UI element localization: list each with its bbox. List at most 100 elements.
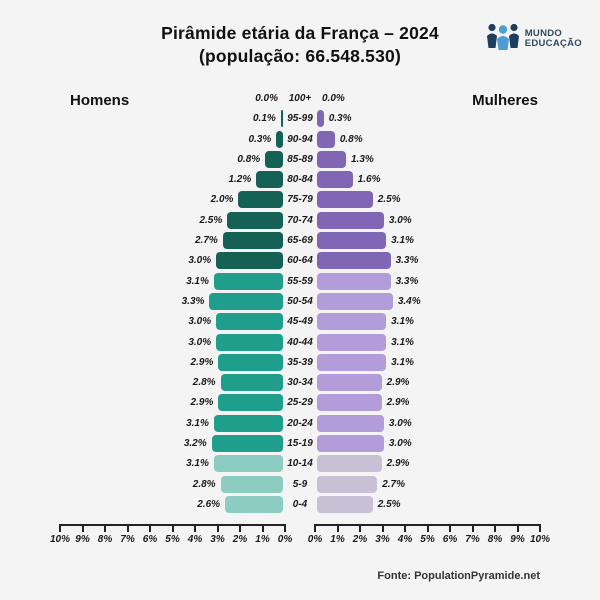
pyramid-row: 3.0% 60-64 3.3% — [0, 252, 600, 270]
pyramid-row: 2.7% 65-69 3.1% — [0, 232, 600, 250]
age-group-label: 35-39 — [287, 356, 313, 368]
male-bar-area: 3.0% — [60, 252, 283, 270]
female-bar — [317, 455, 382, 473]
female-bar-area: 3.0% — [317, 211, 540, 229]
female-value-label: 0.3% — [328, 113, 352, 125]
male-value-label: 3.3% — [181, 295, 205, 307]
axis-tick — [171, 524, 174, 532]
pyramid-row: 2.0% 75-79 2.5% — [0, 191, 600, 209]
male-bar-area: 0.8% — [60, 150, 283, 168]
axis-tick-label: 0% — [277, 534, 293, 545]
axis-tick-label: 4% — [187, 534, 203, 545]
male-bar — [280, 110, 283, 128]
male-bar — [220, 475, 283, 493]
female-bar-area: 1.3% — [317, 150, 540, 168]
x-axis-left: 10% 9% 8% 7% 6% 5% 4% 3% 2% 1% 0% — [50, 524, 292, 552]
brand-logo-text: MUNDO EDUCAÇÃO — [525, 29, 582, 48]
male-bar-area: 3.3% — [60, 292, 283, 310]
axis-tick-label: 6% — [142, 534, 158, 545]
female-bar — [317, 191, 373, 209]
female-bar — [317, 232, 387, 250]
male-value-label: 2.7% — [195, 235, 218, 247]
age-group-label: 0-4 — [292, 498, 308, 510]
male-bar-area: 2.9% — [60, 394, 283, 412]
axis-tick — [359, 524, 361, 532]
female-bar — [317, 110, 324, 128]
female-bar-area: 3.4% — [317, 292, 540, 310]
axis-tick-label: 9% — [75, 534, 90, 545]
age-group-label: 95-99 — [287, 113, 313, 125]
male-value-label: 2.9% — [190, 356, 214, 368]
age-group-label: 75-79 — [287, 194, 313, 206]
male-bar — [256, 171, 283, 189]
pyramid-row: 3.3% 50-54 3.4% — [0, 292, 600, 310]
pyramid-row: 0.8% 85-89 1.3% — [0, 150, 600, 168]
female-bar-area: 3.3% — [317, 252, 540, 270]
male-value-label: 2.5% — [199, 214, 223, 226]
female-value-label: 3.4% — [397, 295, 421, 307]
age-group-label: 5-9 — [292, 478, 308, 490]
title-line-1: Pirâmide etária da França – 2024 — [161, 23, 439, 43]
female-bar-area: 0.8% — [317, 130, 540, 148]
axis-tick — [126, 524, 129, 532]
pyramid-row: 0.0% 100+ 0.0% — [0, 90, 600, 107]
male-bar — [218, 394, 283, 412]
source-credit: Fonte: PopulationPyramide.net — [377, 570, 540, 582]
male-bar-area: 2.9% — [60, 353, 283, 371]
axis-tick-label: 5% — [420, 534, 435, 545]
pyramid-row: 3.1% 10-14 2.9% — [0, 455, 600, 473]
male-value-label: 0.8% — [237, 153, 261, 165]
axis-tick-label: 2% — [352, 534, 368, 545]
female-bar-area: 2.5% — [317, 191, 540, 209]
female-bar — [317, 130, 335, 148]
pyramid-row: 3.0% 40-44 3.1% — [0, 333, 600, 351]
female-value-label: 3.1% — [391, 316, 414, 328]
pyramid-row: 1.2% 80-84 1.6% — [0, 171, 600, 189]
age-group-label: 70-74 — [287, 214, 313, 226]
female-bar — [317, 333, 387, 351]
male-bar — [218, 353, 283, 371]
female-bar-area: 3.1% — [317, 333, 540, 351]
female-bar — [317, 150, 346, 168]
axis-tick-label: 3% — [375, 534, 390, 545]
male-bar — [227, 211, 283, 229]
x-axis-right: 0% 1% 2% 3% 4% 5% 6% 7% 8% 9% 10% — [308, 524, 550, 552]
male-bar — [213, 455, 283, 473]
female-value-label: 2.5% — [377, 498, 401, 510]
female-bar-area: 2.9% — [317, 455, 540, 473]
male-bar-area: 2.8% — [60, 374, 283, 392]
axis-tick — [539, 524, 541, 532]
axis-tick — [149, 524, 151, 532]
female-bar-area: 3.0% — [317, 414, 540, 432]
male-bar-area: 0.3% — [60, 130, 283, 148]
female-side-label: Mulheres — [472, 92, 538, 109]
male-bar — [216, 313, 283, 331]
female-bar-area: 0.0% — [317, 90, 540, 107]
male-value-label: 0.0% — [255, 93, 278, 104]
female-bar — [317, 252, 391, 270]
axis-tick-label: 2% — [232, 534, 248, 545]
brand-logo: MUNDO EDUCAÇÃO — [486, 22, 582, 55]
male-value-label: 0.3% — [248, 133, 272, 145]
age-group-label: 90-94 — [287, 133, 313, 145]
axis-tick-label: 7% — [120, 534, 135, 545]
pyramid-row: 2.8% 5-9 2.7% — [0, 475, 600, 493]
female-value-label: 0.0% — [322, 93, 345, 104]
pyramid-row: 3.0% 45-49 3.1% — [0, 313, 600, 331]
female-value-label: 3.1% — [391, 336, 414, 348]
axis-tick — [314, 524, 316, 532]
axis-tick-label: 1% — [255, 534, 270, 545]
female-value-label: 1.3% — [350, 153, 374, 165]
male-bar-area: 1.2% — [60, 171, 283, 189]
male-bar-area: 0.1% — [60, 110, 283, 128]
age-group-label: 65-69 — [287, 235, 313, 247]
male-value-label: 3.0% — [188, 255, 212, 267]
male-bar — [213, 414, 283, 432]
female-value-label: 3.1% — [391, 235, 414, 247]
female-value-label: 3.3% — [395, 255, 419, 267]
pyramid-row: 0.1% 95-99 0.3% — [0, 110, 600, 128]
female-value-label: 2.9% — [386, 458, 410, 470]
axis-tick — [194, 524, 196, 532]
male-bar — [222, 232, 283, 250]
